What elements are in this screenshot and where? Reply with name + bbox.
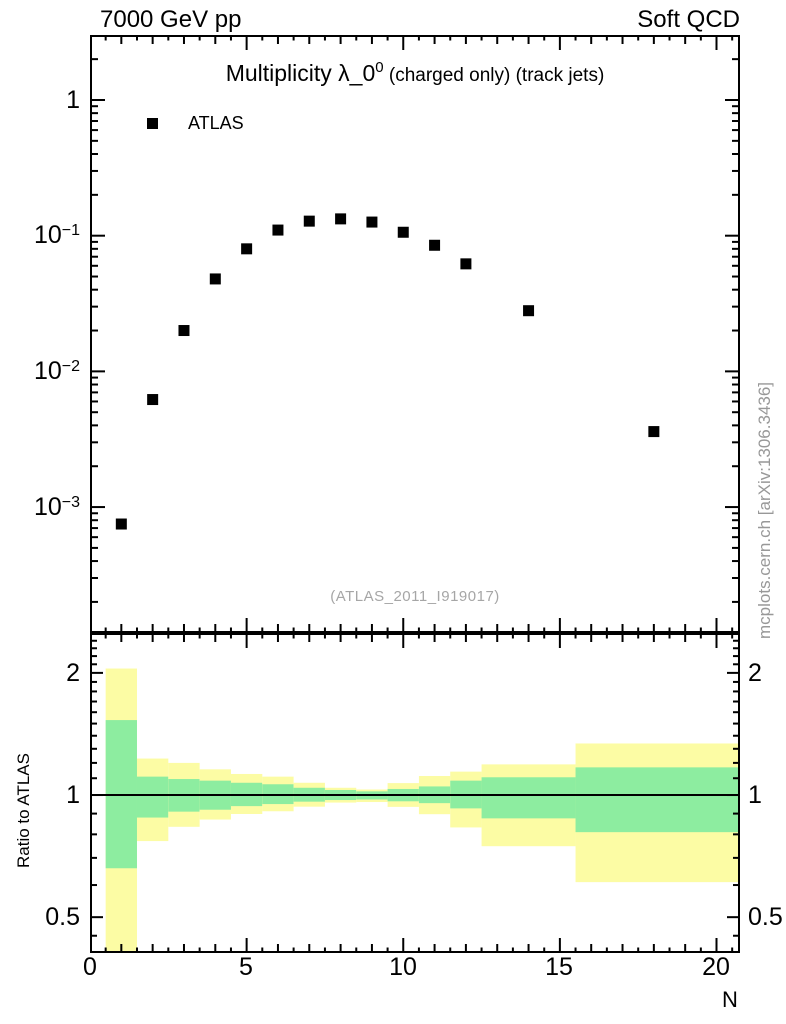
ratio-tick-right-1: 1	[748, 781, 762, 809]
atlas-data-points	[115, 213, 660, 530]
ratio-tick-left-2: 2	[66, 659, 80, 687]
process-group-label: Soft QCD	[637, 6, 740, 33]
ratio-tick-left-0p5: 0.5	[45, 903, 80, 931]
main-panel-frame	[90, 35, 740, 633]
ratio-tick-left-1: 1	[66, 781, 80, 809]
y-tick-label-1e-3: 10−3	[33, 493, 80, 521]
beam-energy-label: 7000 GeV pp	[100, 6, 242, 33]
x-tick-label-0: 0	[83, 953, 97, 981]
y-tick-label-1e-1: 10−1	[33, 221, 80, 249]
data-point-marker	[115, 518, 127, 530]
plot-title-main: Multiplicity λ_0	[225, 60, 376, 86]
data-point-marker	[335, 213, 347, 225]
green-band-segment	[575, 767, 740, 833]
legend-label-atlas: ATLAS	[188, 113, 244, 133]
data-point-marker	[272, 224, 284, 236]
x-axis-label: N	[722, 987, 738, 1012]
ratio-plot-canvas	[90, 633, 740, 953]
data-point-marker	[178, 325, 190, 337]
mcplots-arxiv-note: mcplots.cern.ch [arXiv:1306.3436]	[755, 381, 774, 639]
green-band-segment	[136, 776, 169, 818]
data-point-marker	[648, 426, 660, 438]
green-band-segment	[481, 777, 576, 819]
y-tick-label-1e-2: 10−2	[33, 357, 80, 385]
analysis-watermark: (ATLAS_2011_I919017)	[330, 588, 500, 605]
data-point-marker	[429, 239, 441, 251]
main-plot-canvas	[90, 35, 740, 633]
data-point-marker	[303, 215, 315, 227]
x-tick-label-15: 15	[545, 953, 573, 981]
ratio-panel-frame	[90, 633, 740, 953]
x-tick-label-20: 20	[702, 953, 730, 981]
legend-marker-atlas	[147, 118, 158, 129]
data-point-marker	[147, 394, 159, 406]
ratio-uncertainty-bands	[105, 668, 740, 953]
x-tick-label-5: 5	[239, 953, 253, 981]
data-point-marker	[241, 243, 253, 255]
plot-title-suffix: (charged only) (track jets)	[383, 65, 605, 86]
plot-title: Multiplicity λ_00 (charged only) (track …	[90, 59, 740, 87]
data-point-marker	[366, 216, 378, 228]
ratio-tick-right-2: 2	[748, 659, 762, 687]
y-tick-label-1: 1	[66, 86, 80, 114]
data-point-marker	[209, 273, 221, 285]
plot-title-superscript: 0	[375, 59, 384, 76]
data-point-marker	[397, 226, 409, 238]
ratio-tick-right-0p5: 0.5	[748, 903, 783, 931]
data-point-marker	[523, 305, 535, 317]
data-point-marker	[460, 258, 472, 270]
x-tick-label-10: 10	[389, 953, 417, 981]
